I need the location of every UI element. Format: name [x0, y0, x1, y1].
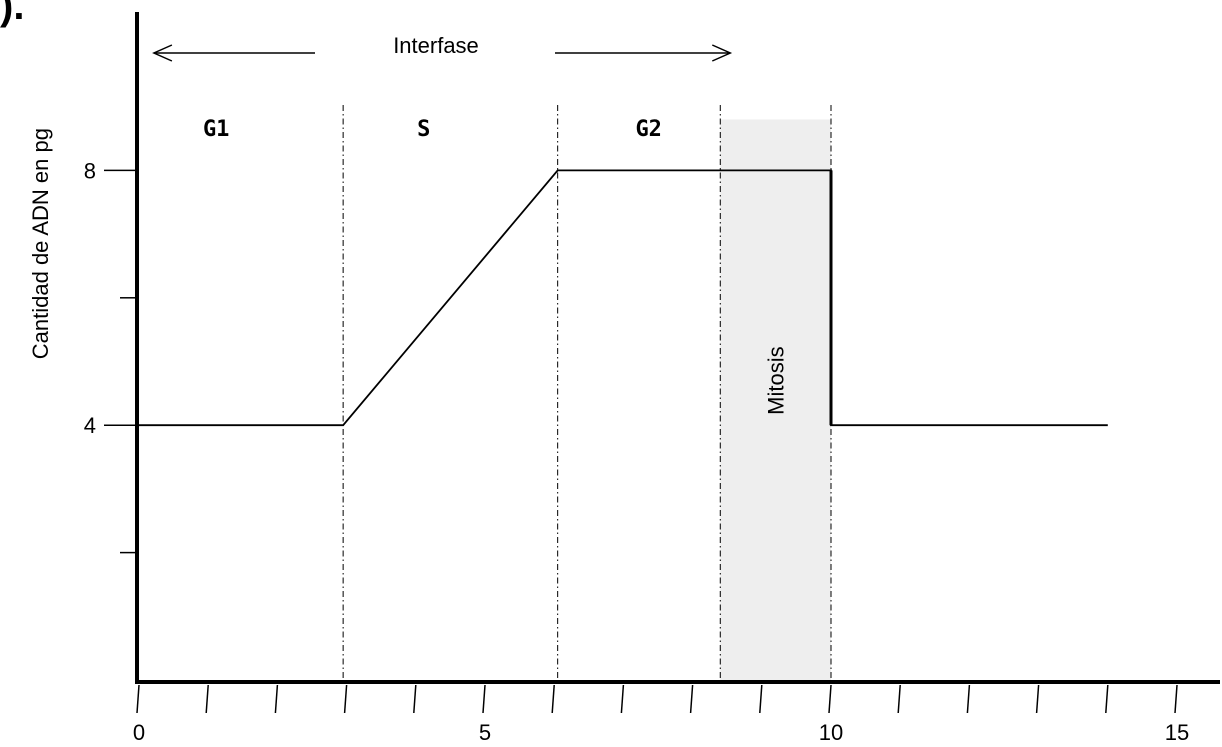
shade-layer [720, 119, 831, 680]
x-tick [482, 684, 486, 714]
corner-label: ). [0, 0, 25, 28]
interfase-arrowhead-right [711, 44, 733, 62]
y-tick-label-4: 4 [84, 413, 96, 438]
x-tick [897, 684, 901, 714]
labels: Mitosis 4 8 0 5 10 15 Cantidad de ADN en pg G1 S G… [28, 33, 1189, 745]
x-tick [966, 684, 971, 714]
x-tick [413, 684, 417, 714]
x-tick [1174, 684, 1178, 714]
mitosis-shaded-region [720, 119, 831, 680]
dna-series-line [139, 169, 1108, 427]
phase-label-s: S [417, 117, 430, 142]
axes [104, 12, 1220, 714]
x-tick [1035, 684, 1040, 714]
y-tick-label-8: 8 [84, 158, 96, 183]
x-tick [689, 684, 694, 714]
phase-label-g2: G2 [635, 117, 662, 142]
x-tick [136, 684, 140, 714]
x-tick [343, 684, 348, 714]
interfase-arrowhead-left [152, 44, 173, 62]
phase-label-g1: G1 [203, 117, 230, 142]
x-tick-label-5: 5 [479, 720, 491, 745]
x-tick [551, 684, 555, 714]
x-tick [1105, 684, 1109, 714]
x-tick-label-10: 10 [819, 720, 843, 745]
y-axis-title: Cantidad de ADN en pg [28, 128, 53, 359]
x-tick [620, 684, 625, 714]
x-tick [759, 684, 763, 714]
series-layer [138, 169, 1108, 427]
mitosis-label: Mitosis [764, 346, 789, 414]
x-tick-label-15: 15 [1165, 720, 1189, 745]
interfase-label: Interfase [393, 33, 479, 58]
x-tick-label-0: 0 [133, 720, 145, 745]
x-tick [205, 684, 209, 714]
x-tick [828, 684, 832, 714]
x-tick [274, 684, 279, 714]
